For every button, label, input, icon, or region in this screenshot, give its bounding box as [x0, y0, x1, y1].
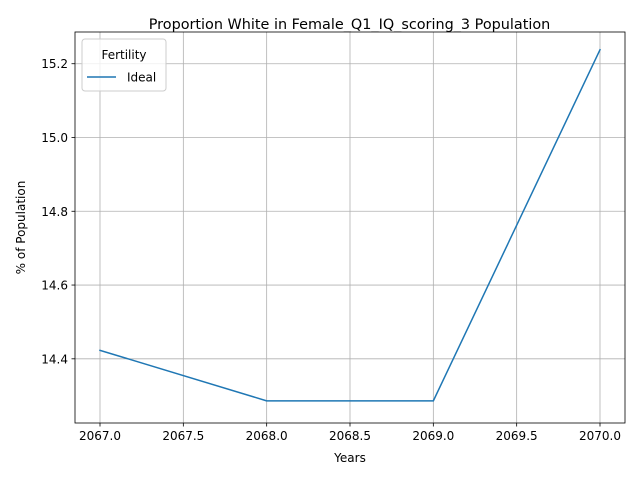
- y-axis-title: % of Population: [14, 181, 28, 275]
- x-tick-label: 2068.0: [246, 429, 288, 443]
- x-axis-ticks: 2067.0 2067.5 2068.0 2068.5 2069.0 2069.5 2070…: [79, 423, 621, 443]
- legend-box: [81, 38, 167, 92]
- x-tick-label: 2067.0: [79, 429, 121, 443]
- x-tick-label: 2069.5: [496, 429, 538, 443]
- series-line-ideal: [99, 48, 601, 402]
- y-tick-label: 14.8: [41, 205, 68, 219]
- y-tick-label: 14.4: [41, 352, 68, 366]
- legend-title: Fertility: [101, 48, 146, 62]
- x-tick-label: 2067.5: [162, 429, 204, 443]
- legend: Fertility Ideal: [81, 38, 167, 92]
- y-tick-label: 15.0: [41, 131, 68, 145]
- chart-title: Proportion White in Female_Q1_IQ_scoring…: [149, 17, 551, 33]
- legend-label-ideal: Ideal: [127, 71, 156, 85]
- y-tick-label: 14.6: [41, 279, 68, 293]
- y-axis-ticks: 14.4 14.6 14.8 15.0 15.2: [41, 57, 75, 366]
- x-tick-label: 2070.0: [579, 429, 621, 443]
- y-gridlines: [75, 63, 625, 360]
- x-axis-title: Years: [333, 451, 366, 465]
- x-tick-label: 2068.5: [329, 429, 371, 443]
- x-gridlines: [99, 32, 601, 423]
- x-tick-label: 2069.0: [412, 429, 454, 443]
- y-tick-label: 15.2: [41, 57, 68, 71]
- series-layer: [99, 48, 601, 402]
